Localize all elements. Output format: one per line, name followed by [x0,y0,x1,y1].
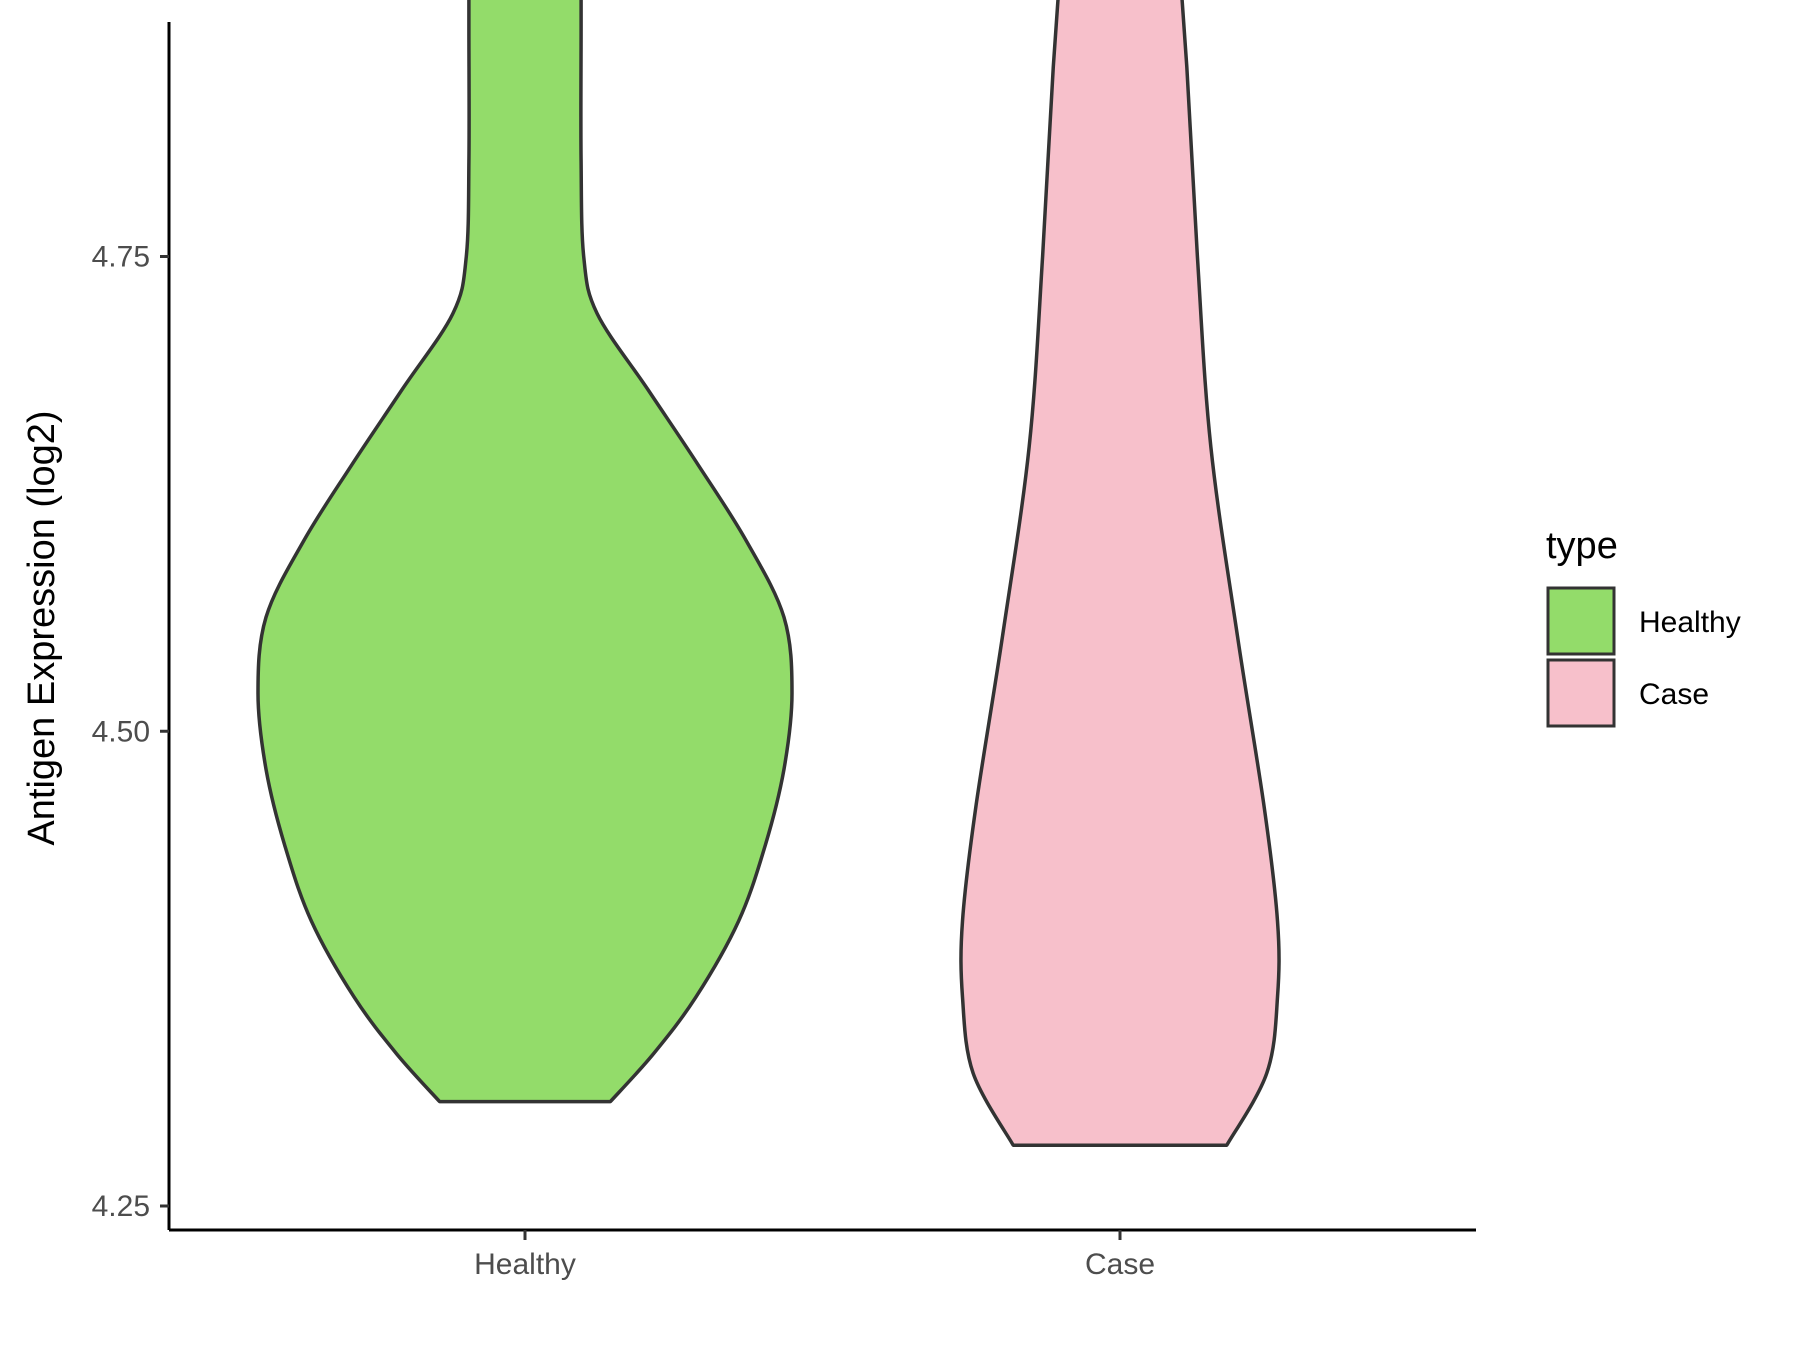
y-tick-label: 4.75 [92,241,150,274]
violin-healthy [256,0,794,1104]
legend-key-case [1546,658,1616,728]
y-axis-ticks: 4.254.504.755.005.25 [92,241,169,1223]
legend: type Healthy Case [1546,525,1741,728]
legend-label: Healthy [1639,606,1741,639]
legend-title: type [1546,525,1618,567]
legend-label: Case [1639,678,1709,711]
y-axis-title: Antigen Expression (log2) [21,410,63,845]
violin-layer [256,0,1281,1147]
x-tick-label: Healthy [474,1248,576,1281]
violin-case [959,0,1281,1147]
x-tick-label: Case [1085,1248,1155,1281]
y-tick-label: 4.25 [92,1190,150,1223]
x-axis-ticks: Healthy Case [474,1230,1155,1281]
legend-key-healthy [1546,586,1616,656]
y-tick-label: 4.50 [92,715,150,748]
